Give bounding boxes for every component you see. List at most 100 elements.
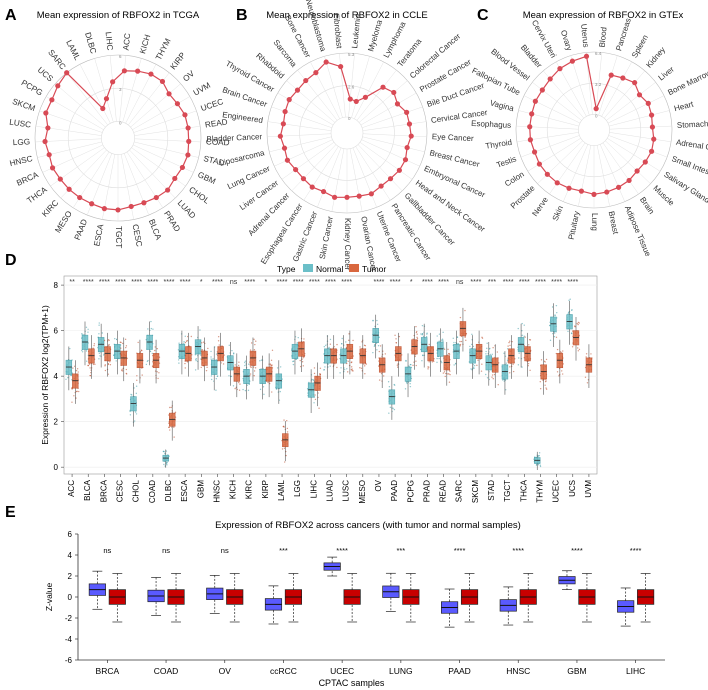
point-blca-tumor (89, 374, 91, 377)
point-kirc-normal (247, 389, 250, 392)
point-coad-normal (149, 350, 152, 353)
point-laml-normal (279, 366, 282, 368)
point-read-normal (441, 339, 443, 341)
radar-ring-label-0: 0 (595, 113, 598, 118)
radar-spoke-pancreatic-cancer (355, 146, 391, 201)
radar-spoke-small-intestine (608, 135, 668, 158)
radar-spoke-uterine-cancer (352, 147, 377, 208)
point-gbm-tumor (201, 349, 203, 351)
point-dlbc-normal (164, 452, 166, 455)
point-read-tumor (448, 353, 451, 355)
panel-d-xlabel-uvm: UVM (584, 480, 593, 498)
point-kirc-tumor (249, 375, 251, 377)
point-kich-normal (231, 349, 233, 352)
radar-point-muscle (634, 168, 640, 174)
radar-spoke-stomach (609, 125, 672, 130)
panel-d-xlabel-coad: COAD (148, 480, 157, 503)
point-read-normal (436, 357, 438, 360)
radar-label-esca: ESCA (92, 223, 105, 247)
radar-point-colon (536, 161, 542, 167)
point-coad-normal (146, 360, 149, 363)
point-stad-tumor (493, 373, 496, 376)
point-cesc-tumor (125, 368, 128, 371)
point-stad-tumor (492, 378, 494, 380)
point-ucec-normal (551, 306, 554, 308)
point-stad-tumor (496, 351, 499, 353)
point-stad-normal (486, 377, 489, 379)
panel-a-title: Mean expression of RBFOX2 in TCGA (37, 10, 200, 21)
radar-point-acc (121, 68, 128, 74)
point-meso-tumor (363, 344, 366, 347)
point-ov-normal (377, 345, 380, 347)
point-prad-normal (421, 324, 424, 327)
sig-label-luad: **** (325, 279, 336, 286)
point-kirc-normal (244, 364, 246, 367)
point-read-normal (442, 331, 444, 334)
radar-spoke-skcm (39, 110, 103, 133)
radar-ring-label-0: 0 (348, 116, 351, 121)
point-sarc-normal (455, 363, 457, 365)
point-chol-normal (134, 411, 137, 413)
point-ucec-tumor (558, 375, 560, 377)
panel-e-xlabel-ov: OV (219, 666, 232, 676)
panel-d-xlabel-hnsc: HNSC (212, 480, 221, 503)
radar-spoke-leukemia (348, 53, 355, 118)
radar-point-gastric-cancer (320, 188, 327, 195)
radar-point-blood-vessel (539, 87, 545, 93)
radar-point-uterine-cancer (368, 191, 374, 197)
point-paad-normal (392, 407, 394, 410)
radar-point-meso (77, 194, 83, 201)
radar-point-thym (148, 71, 154, 77)
radar-label-dlbc: DLBC (83, 31, 98, 55)
radar-point-gbm (179, 164, 186, 171)
panel-c-title: Mean expression of RBFOX2 in GTEx (523, 10, 684, 21)
radar-spoke-head-and-neck-cancer (359, 142, 413, 180)
radar-spoke-testis (520, 135, 580, 158)
point-prad-normal (425, 335, 428, 338)
point-kirc-normal (244, 389, 247, 392)
point-tgct-normal (504, 389, 507, 391)
point-brca-tumor (108, 343, 110, 346)
radar-point-tgct (115, 207, 121, 213)
point-stad-normal (491, 353, 493, 356)
panel-letter-e: E (5, 504, 16, 521)
radar-spoke-liposarcoma (269, 136, 332, 153)
point-kirc-tumor (250, 342, 253, 344)
point-thca-normal (517, 364, 520, 366)
radar-spoke-gastric-cancer (317, 147, 342, 208)
point-thym-tumor (544, 384, 546, 386)
point-blca-normal (81, 351, 84, 353)
point-acc-tumor (77, 371, 79, 373)
radar-point-luad (165, 187, 171, 193)
panel-d-xlabel-gbm: GBM (196, 480, 205, 499)
point-read-tumor (442, 372, 445, 374)
point-kirc-tumor (253, 370, 256, 372)
radar-spoke-blood-vessel (532, 82, 582, 121)
radar-point-lung-cancer (284, 157, 291, 163)
point-ucec-normal (554, 314, 556, 317)
panel-e-xlabel-coad: COAD (154, 666, 179, 676)
radar-point-read (185, 125, 191, 131)
panel-d-plot-area (63, 275, 598, 475)
point-pcpg-tumor (416, 330, 418, 333)
point-thym-tumor (542, 379, 544, 381)
point-kich-normal (232, 352, 235, 354)
radar-spoke-breast (596, 145, 610, 207)
radar-label-thyroid: Thyroid (485, 138, 513, 151)
point-thym-normal (537, 463, 540, 466)
radar-spoke-neuroblastoma (324, 56, 343, 118)
point-thym-tumor (539, 381, 541, 383)
sig-label-lihc: **** (309, 279, 320, 286)
point-ucs-tumor (578, 348, 581, 351)
point-skcm-tumor (480, 370, 483, 372)
point-gbm-tumor (200, 342, 203, 344)
point-paad-normal (387, 381, 390, 383)
point-coad-normal (150, 320, 152, 323)
sig-label-prad: **** (422, 279, 433, 286)
radar-label-acc: ACC (122, 33, 133, 51)
point-tgct-normal (505, 362, 507, 364)
point-uvm-tumor (585, 353, 588, 355)
radar-spoke-engineered (267, 121, 332, 131)
point-paad-tumor (398, 335, 401, 338)
panel-d-xlabel-stad: STAD (487, 480, 496, 501)
